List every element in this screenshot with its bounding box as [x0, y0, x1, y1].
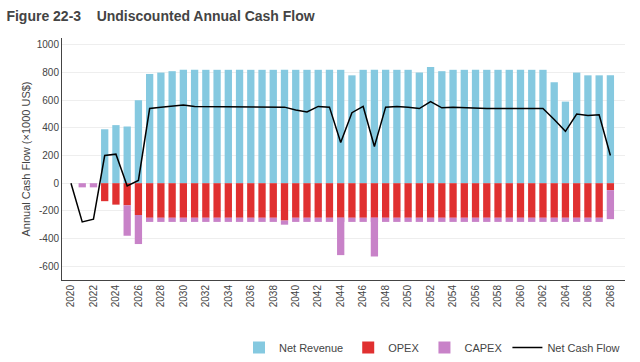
svg-text:2050: 2050 [402, 285, 413, 308]
svg-text:2028: 2028 [155, 285, 166, 308]
svg-text:2058: 2058 [492, 285, 503, 308]
svg-text:2048: 2048 [380, 285, 391, 308]
svg-text:0: 0 [53, 178, 59, 189]
svg-text:2034: 2034 [223, 285, 234, 308]
svg-text:1000: 1000 [37, 39, 60, 50]
svg-text:2038: 2038 [268, 285, 279, 308]
svg-text:-600: -600 [39, 261, 59, 272]
svg-text:2052: 2052 [425, 285, 436, 308]
svg-text:Annual Cash Flow (×1000 US$): Annual Cash Flow (×1000 US$) [20, 82, 32, 237]
svg-text:2036: 2036 [245, 285, 256, 308]
svg-text:2022: 2022 [88, 285, 99, 308]
svg-text:2042: 2042 [312, 285, 323, 308]
svg-text:Figure 22-3 Undiscounted An: Figure 22-3 Undiscounted Annual Cash Flo… [6, 8, 314, 24]
svg-text:600: 600 [42, 95, 59, 106]
svg-text:2020: 2020 [65, 285, 76, 308]
svg-text:-400: -400 [39, 233, 59, 244]
svg-text:Net Revenue: Net Revenue [279, 342, 343, 354]
svg-text:2040: 2040 [290, 285, 301, 308]
svg-text:2044: 2044 [335, 285, 346, 308]
svg-text:2068: 2068 [605, 285, 616, 308]
svg-text:OPEX: OPEX [388, 342, 419, 354]
svg-text:2066: 2066 [582, 285, 593, 308]
svg-text:800: 800 [42, 67, 59, 78]
svg-text:2046: 2046 [357, 285, 368, 308]
svg-text:2056: 2056 [470, 285, 481, 308]
svg-text:2062: 2062 [537, 285, 548, 308]
svg-text:2032: 2032 [200, 285, 211, 308]
svg-text:400: 400 [42, 122, 59, 133]
svg-text:CAPEX: CAPEX [464, 342, 502, 354]
svg-text:2026: 2026 [133, 285, 144, 308]
svg-text:2054: 2054 [447, 285, 458, 308]
svg-text:2024: 2024 [110, 285, 121, 308]
svg-text:200: 200 [42, 150, 59, 161]
svg-text:2064: 2064 [560, 285, 571, 308]
svg-text:-200: -200 [39, 205, 59, 216]
svg-text:2060: 2060 [515, 285, 526, 308]
svg-text:2030: 2030 [178, 285, 189, 308]
svg-text:Net Cash Flow: Net Cash Flow [547, 342, 619, 354]
